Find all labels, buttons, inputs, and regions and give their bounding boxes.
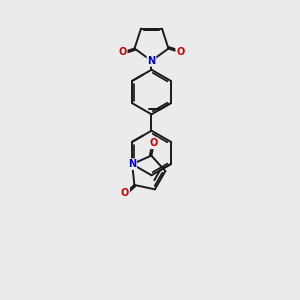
Text: O: O	[150, 138, 158, 148]
Text: O: O	[176, 47, 184, 57]
Text: O: O	[118, 47, 127, 57]
Text: N: N	[128, 159, 136, 169]
Text: N: N	[147, 56, 155, 66]
Text: O: O	[121, 188, 129, 198]
